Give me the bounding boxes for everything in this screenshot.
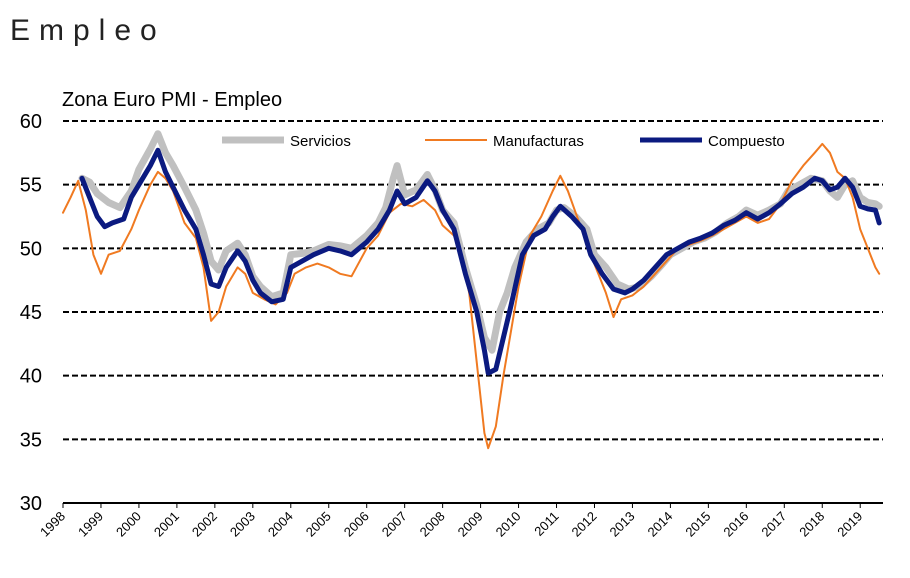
x-tick-label-1999: 1999 bbox=[75, 509, 106, 540]
y-tick-label-55: 55 bbox=[20, 175, 42, 197]
x-tick-label-2002: 2002 bbox=[189, 509, 220, 540]
x-tick-label-2015: 2015 bbox=[682, 509, 713, 540]
x-tick-label-2008: 2008 bbox=[417, 509, 448, 540]
x-tick-label-2009: 2009 bbox=[455, 509, 486, 540]
x-tick-label-2018: 2018 bbox=[796, 509, 827, 540]
x-tick-label-2019: 2019 bbox=[834, 509, 865, 540]
legend-label-manufacturas: Manufacturas bbox=[493, 133, 584, 150]
x-tick-label-2013: 2013 bbox=[607, 509, 638, 540]
x-axis-ticks: 1998 1999 2000 2001 2002 2003 2004 2005 2006 2007… bbox=[37, 503, 865, 540]
series-line-manufacturas bbox=[62, 142, 881, 450]
x-tick-label-2010: 2010 bbox=[493, 509, 524, 540]
x-tick-label-2000: 2000 bbox=[113, 509, 144, 540]
x-tick-label-2004: 2004 bbox=[265, 509, 296, 540]
y-axis-ticks: 30 35 40 45 50 55 60 bbox=[20, 111, 42, 515]
legend-label-servicios: Servicios bbox=[290, 133, 351, 150]
x-tick-label-2005: 2005 bbox=[303, 509, 334, 540]
legend-label-compuesto: Compuesto bbox=[708, 133, 785, 150]
x-tick-label-2016: 2016 bbox=[720, 509, 751, 540]
series-lines bbox=[62, 130, 883, 450]
y-tick-label-35: 35 bbox=[20, 429, 42, 451]
grid-lines bbox=[63, 120, 883, 441]
y-tick-label-40: 40 bbox=[20, 366, 42, 388]
x-tick-label-2012: 2012 bbox=[569, 509, 600, 540]
x-tick-label-2007: 2007 bbox=[379, 509, 410, 540]
x-tick-label-2006: 2006 bbox=[341, 509, 372, 540]
y-tick-label-50: 50 bbox=[20, 238, 42, 260]
x-tick-label-2003: 2003 bbox=[227, 509, 258, 540]
series-line-compuesto bbox=[79, 147, 882, 376]
page-title: Empleo bbox=[10, 14, 166, 47]
x-tick-label-2014: 2014 bbox=[644, 509, 675, 540]
y-tick-label-45: 45 bbox=[20, 302, 42, 324]
legend: Servicios Manufacturas Compuesto bbox=[222, 133, 785, 150]
x-tick-label-2001: 2001 bbox=[151, 509, 182, 540]
x-tick-label-2017: 2017 bbox=[758, 509, 789, 540]
y-tick-label-60: 60 bbox=[20, 111, 42, 133]
x-tick-label-2011: 2011 bbox=[531, 509, 561, 539]
y-tick-label-30: 30 bbox=[20, 493, 42, 515]
chart-title: Zona Euro PMI - Empleo bbox=[62, 89, 282, 111]
